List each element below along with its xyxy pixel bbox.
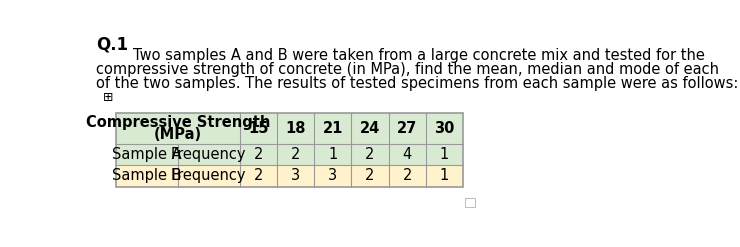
Text: 2: 2 (366, 168, 374, 184)
Text: 2: 2 (366, 147, 374, 162)
Text: 1: 1 (440, 168, 449, 184)
Bar (465, 198, 474, 207)
Text: 1: 1 (440, 147, 449, 162)
Text: Frequency: Frequency (171, 168, 246, 184)
Text: Sample A: Sample A (112, 147, 181, 162)
Text: (MPa): (MPa) (154, 127, 202, 142)
Text: 3: 3 (291, 168, 300, 184)
Text: Q.1: Q.1 (96, 36, 129, 54)
Text: 4: 4 (403, 147, 411, 162)
Text: Sample B: Sample B (112, 168, 181, 184)
Bar (115, 165, 463, 187)
Text: 2: 2 (291, 147, 300, 162)
Text: 3: 3 (328, 168, 337, 184)
Text: 24: 24 (360, 121, 380, 136)
Text: compressive strength of concrete (in MPa), find the mean, median and mode of eac: compressive strength of concrete (in MPa… (96, 62, 719, 77)
Bar (115, 113, 463, 144)
Text: 2: 2 (254, 147, 263, 162)
Text: 15: 15 (248, 121, 269, 136)
Text: of the two samples. The results of tested specimens from each sample were as fol: of the two samples. The results of teste… (96, 76, 739, 91)
Bar (115, 144, 463, 165)
Text: 2: 2 (403, 168, 412, 184)
Text: Two samples A and B were taken from a large concrete mix and tested for the: Two samples A and B were taken from a la… (96, 48, 705, 63)
Bar (115, 113, 463, 187)
Text: 18: 18 (286, 121, 306, 136)
Text: Frequency: Frequency (171, 147, 246, 162)
Text: 30: 30 (434, 121, 454, 136)
Text: ⊞: ⊞ (104, 91, 114, 104)
Text: 2: 2 (254, 168, 263, 184)
Text: Compressive Strength: Compressive Strength (86, 115, 270, 129)
Text: 1: 1 (328, 147, 337, 162)
Text: 27: 27 (397, 121, 417, 136)
Text: 21: 21 (323, 121, 343, 136)
